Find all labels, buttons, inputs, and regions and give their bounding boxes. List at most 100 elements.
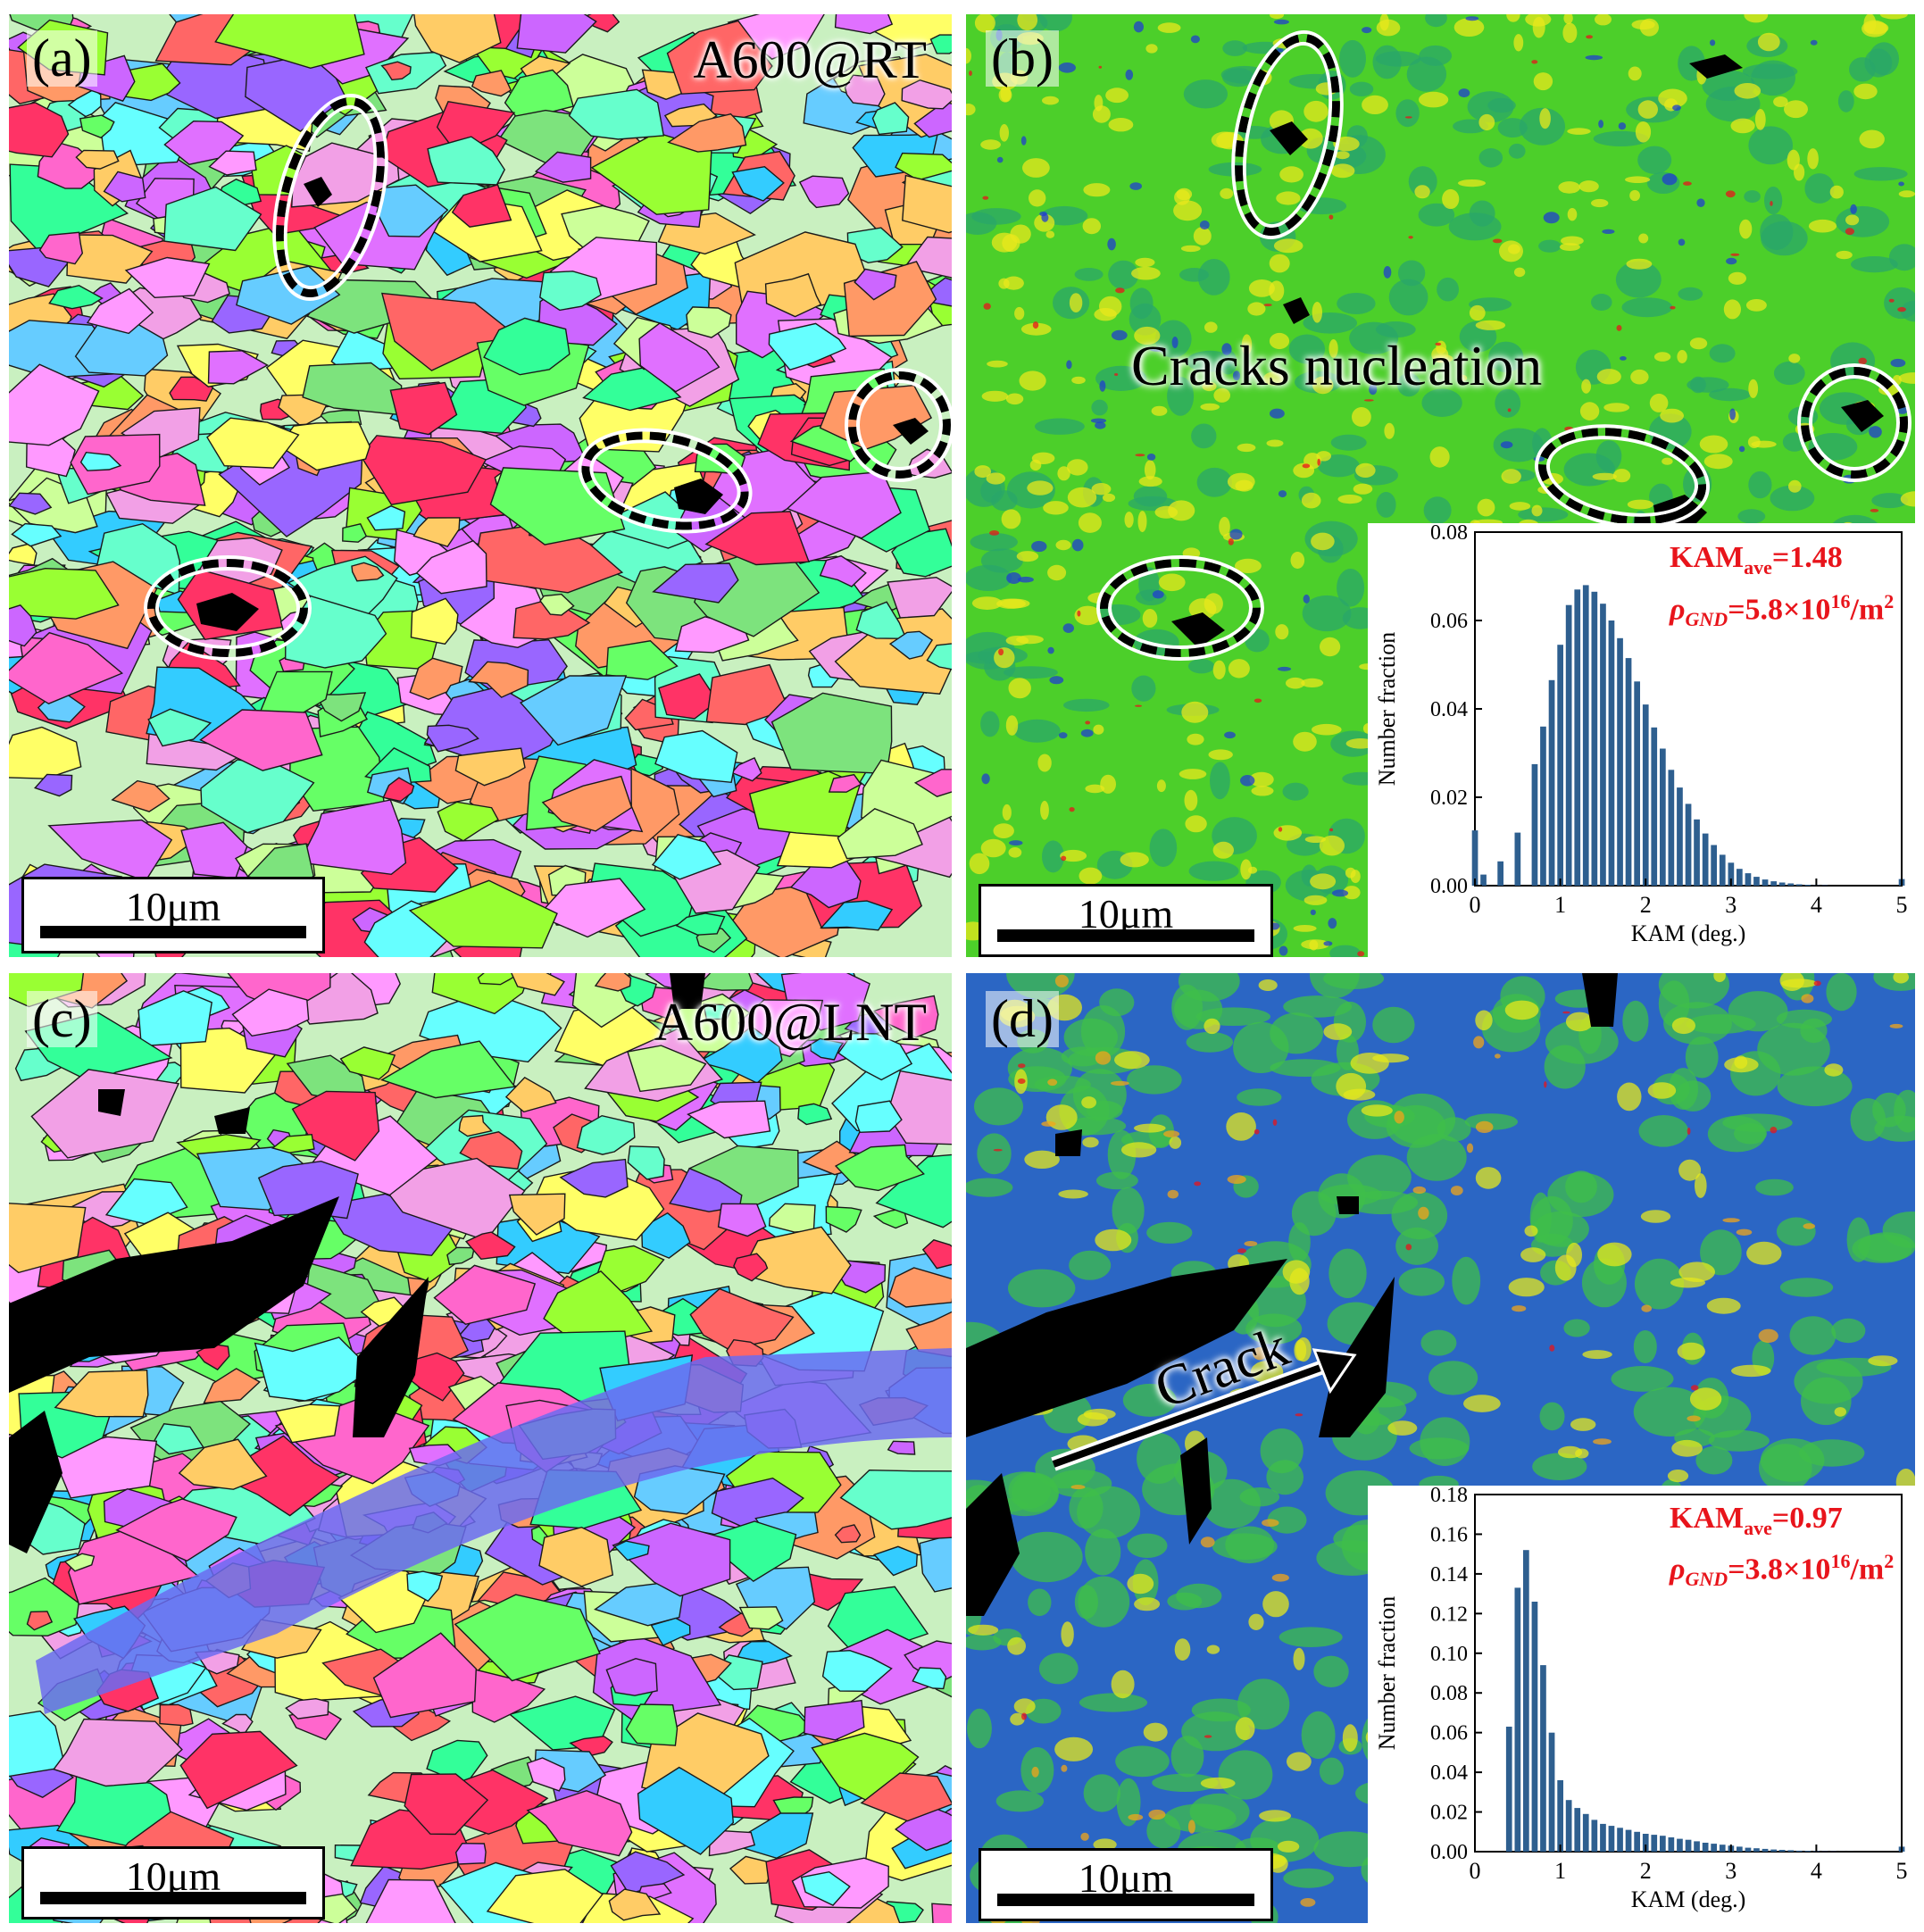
- histogram-bar: [1514, 1587, 1521, 1852]
- kam-spot: [1531, 504, 1543, 517]
- kam-spot: [1263, 304, 1272, 307]
- scale-text-a: 10μm: [125, 884, 221, 929]
- kam-spot: [1386, 1104, 1446, 1148]
- kam-spot: [1129, 182, 1142, 190]
- histogram-bar: [1677, 787, 1683, 886]
- kam-spot: [1244, 1241, 1258, 1246]
- kam-spot: [1696, 198, 1705, 207]
- grain: [115, 1498, 237, 1562]
- grain: [633, 1465, 726, 1515]
- grain: [652, 562, 739, 604]
- grain: [534, 151, 592, 183]
- kam-spot: [1596, 369, 1621, 385]
- kam-spot: [1007, 1636, 1026, 1655]
- kam-spot: [1678, 1262, 1715, 1282]
- kam-spot: [1276, 48, 1284, 53]
- kam-spot: [1615, 261, 1662, 298]
- kam-spot: [1077, 610, 1081, 617]
- kam-spot: [1122, 1383, 1177, 1417]
- kam-spot: [1173, 200, 1203, 221]
- kam-spot: [1031, 540, 1047, 553]
- kam-spot: [1621, 297, 1673, 318]
- grain: [543, 1270, 654, 1347]
- grain: [404, 1773, 489, 1836]
- kam-spot: [1333, 137, 1360, 152]
- grain: [902, 174, 952, 234]
- kam-spot: [1241, 334, 1253, 356]
- kam-spot: [1070, 1485, 1086, 1490]
- grain: [9, 1710, 66, 1778]
- histogram-bar: [1745, 873, 1752, 886]
- kam-spot: [1452, 1256, 1481, 1305]
- kam-spot: [1313, 1655, 1349, 1687]
- grain: [568, 88, 665, 140]
- kam-spot: [1095, 421, 1106, 429]
- kam-spot: [1329, 828, 1334, 832]
- kam-average-b: KAMave=1.48: [1670, 541, 1843, 579]
- kam-spot: [1303, 312, 1357, 334]
- histogram-bar: [1634, 681, 1640, 886]
- histogram-bar: [1600, 604, 1606, 886]
- kam-spot: [1730, 118, 1755, 134]
- kam-spot: [993, 823, 1014, 838]
- kam-spot: [1746, 1241, 1782, 1265]
- kam-spot: [1513, 34, 1524, 52]
- kam-spot: [1670, 1277, 1706, 1288]
- kam-spot: [1041, 1120, 1056, 1127]
- grain: [431, 973, 530, 1015]
- kam-spot: [1058, 732, 1068, 739]
- histogram-bar: [1728, 862, 1735, 886]
- kam-spot: [1713, 973, 1726, 983]
- kam-spot: [1801, 1377, 1852, 1426]
- kam-spot: [1221, 343, 1232, 355]
- kam-spot: [1079, 867, 1103, 885]
- kam-spot: [1736, 1228, 1753, 1236]
- histogram-bar: [1582, 585, 1589, 886]
- grain: [454, 1594, 601, 1682]
- histogram-bar: [1719, 1845, 1726, 1852]
- kam-spot: [1131, 266, 1161, 280]
- kam-spot: [1562, 22, 1578, 44]
- kam-spot: [1016, 551, 1039, 562]
- histogram-bar: [1668, 770, 1675, 886]
- kam-spot: [1319, 835, 1345, 856]
- kam-spot: [1898, 190, 1915, 198]
- kam-spot: [1414, 185, 1430, 199]
- kam-spot: [1083, 1774, 1120, 1812]
- kam-spot: [1017, 14, 1038, 31]
- kam-spot: [1042, 840, 1064, 873]
- kam-spot: [1598, 120, 1603, 129]
- kam-spot: [1148, 1809, 1166, 1820]
- grain: [651, 834, 722, 880]
- kam-spot: [1011, 1531, 1083, 1583]
- x-tick-label: 0: [1470, 892, 1481, 918]
- void: [966, 1473, 1020, 1616]
- kam-spot: [1369, 384, 1378, 396]
- kam-spot: [1277, 666, 1292, 671]
- kam-spot: [1212, 660, 1226, 679]
- kam-spot: [1586, 35, 1593, 39]
- kam-spot: [1022, 158, 1050, 178]
- kam-spot: [1585, 54, 1603, 61]
- kam-spot: [1143, 1722, 1168, 1742]
- y-axis-label: Number fraction: [1374, 632, 1400, 787]
- kam-spot: [1013, 719, 1061, 743]
- kam-spot: [1323, 941, 1333, 946]
- kam-spot: [1475, 320, 1506, 330]
- kam-spot: [1591, 198, 1609, 208]
- kam-spot: [1247, 302, 1266, 316]
- grain: [871, 102, 910, 136]
- y-tick-label: 0.04: [1430, 698, 1468, 721]
- kam-spot: [1690, 1385, 1699, 1391]
- scale-text-c: 10μm: [125, 1853, 221, 1899]
- grain: [590, 131, 712, 215]
- x-tick-label: 3: [1725, 1858, 1737, 1884]
- kam-spot: [1080, 729, 1094, 737]
- kam-spot: [1563, 14, 1573, 24]
- kam-spot: [1228, 659, 1250, 679]
- kam-spot: [1213, 387, 1230, 403]
- grain: [731, 165, 785, 202]
- grain: [919, 1534, 952, 1593]
- kam-spot: [1069, 293, 1083, 312]
- kam-spot: [1187, 1820, 1195, 1834]
